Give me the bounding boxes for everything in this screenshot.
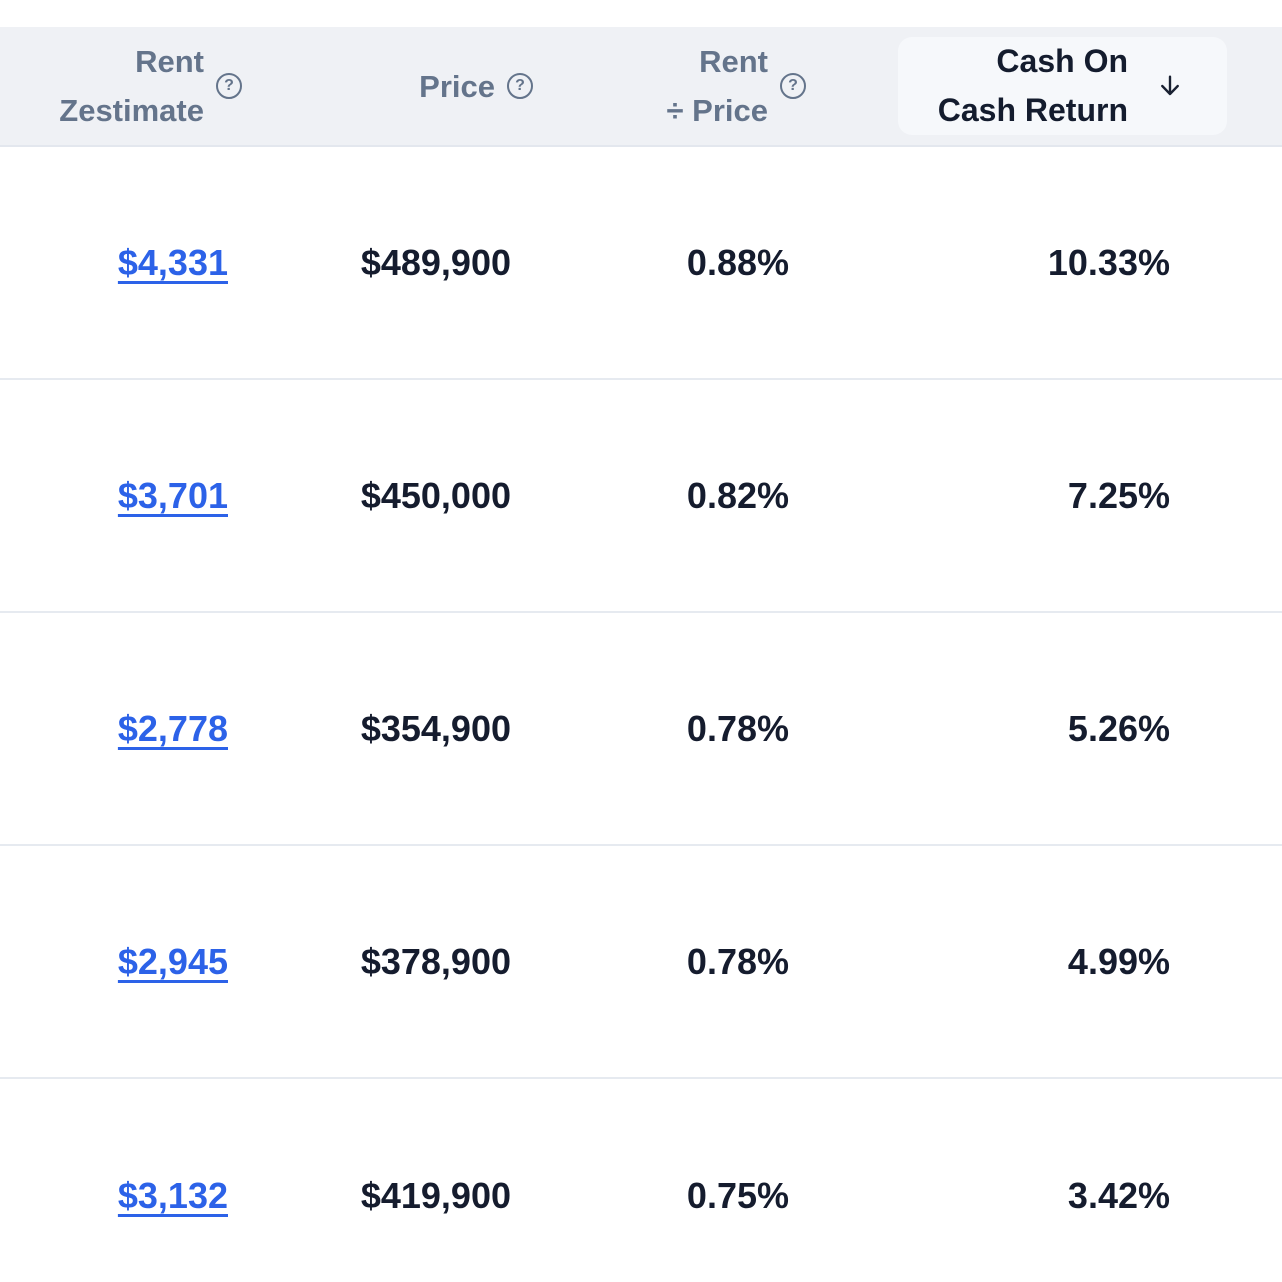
rent-zestimate-cell: $3,701: [0, 380, 262, 611]
help-icon[interactable]: ?: [780, 73, 806, 99]
rent-zestimate-link[interactable]: $2,945: [117, 940, 228, 982]
rent-zestimate-cell: $3,132: [0, 1079, 262, 1282]
rent-zestimate-link[interactable]: $3,701: [117, 474, 228, 516]
price-cell: $489,900: [360, 241, 511, 283]
top-spacer: [0, 0, 1282, 27]
cash-on-cash-return-cell: 10.33%: [1047, 241, 1170, 283]
rent-zestimate-link[interactable]: $3,132: [117, 1174, 228, 1216]
price-cell: $450,000: [360, 474, 511, 516]
help-icon[interactable]: ?: [216, 73, 242, 99]
rent-zestimate-cell: $2,778: [0, 613, 262, 844]
table-row: $2,778 $354,900 0.78% 5.26%: [0, 613, 1282, 846]
rent-div-price-cell: 0.82%: [686, 474, 789, 516]
sort-descending-arrow-icon[interactable]: [1155, 70, 1185, 102]
column-header-label: Rent ÷ Price: [666, 44, 768, 128]
cash-on-cash-return-cell: 4.99%: [1067, 940, 1170, 982]
rent-div-price-cell: 0.75%: [686, 1174, 789, 1216]
price-cell: $419,900: [360, 1174, 511, 1216]
column-header-label: Rent Zestimate: [59, 44, 204, 128]
rent-zestimate-link[interactable]: $2,778: [117, 707, 228, 749]
rent-zestimate-cell: $2,945: [0, 846, 262, 1077]
price-cell: $378,900: [360, 940, 511, 982]
column-header-rent-zestimate[interactable]: Rent Zestimate ?: [0, 27, 262, 145]
table-row: $3,132 $419,900 0.75% 3.42%: [0, 1079, 1282, 1282]
rent-div-price-cell: 0.88%: [686, 241, 789, 283]
column-header-cash-on-cash-return[interactable]: Cash On Cash Return: [825, 27, 1282, 145]
rent-zestimate-cell: $4,331: [0, 147, 262, 378]
table-row: $2,945 $378,900 0.78% 4.99%: [0, 846, 1282, 1079]
table-header: Rent Zestimate ? Price ? Rent ÷ Price ? Ca…: [0, 27, 1282, 147]
help-icon[interactable]: ?: [507, 73, 533, 99]
cash-on-cash-return-cell: 7.25%: [1067, 474, 1170, 516]
column-header-label: Price: [419, 68, 495, 104]
cash-on-cash-return-cell: 3.42%: [1067, 1174, 1170, 1216]
sorted-column-pill[interactable]: Cash On Cash Return: [897, 37, 1227, 135]
rent-zestimate-link[interactable]: $4,331: [117, 241, 228, 283]
cash-on-cash-return-cell: 5.26%: [1067, 707, 1170, 749]
table-row: $4,331 $489,900 0.88% 10.33%: [0, 147, 1282, 380]
column-header-rent-div-price[interactable]: Rent ÷ Price ?: [547, 27, 825, 145]
column-header-label: Cash On Cash Return: [937, 43, 1128, 128]
column-header-price[interactable]: Price ?: [262, 27, 547, 145]
rent-div-price-cell: 0.78%: [686, 707, 789, 749]
price-cell: $354,900: [360, 707, 511, 749]
table-row: $3,701 $450,000 0.82% 7.25%: [0, 380, 1282, 613]
rent-div-price-cell: 0.78%: [686, 940, 789, 982]
